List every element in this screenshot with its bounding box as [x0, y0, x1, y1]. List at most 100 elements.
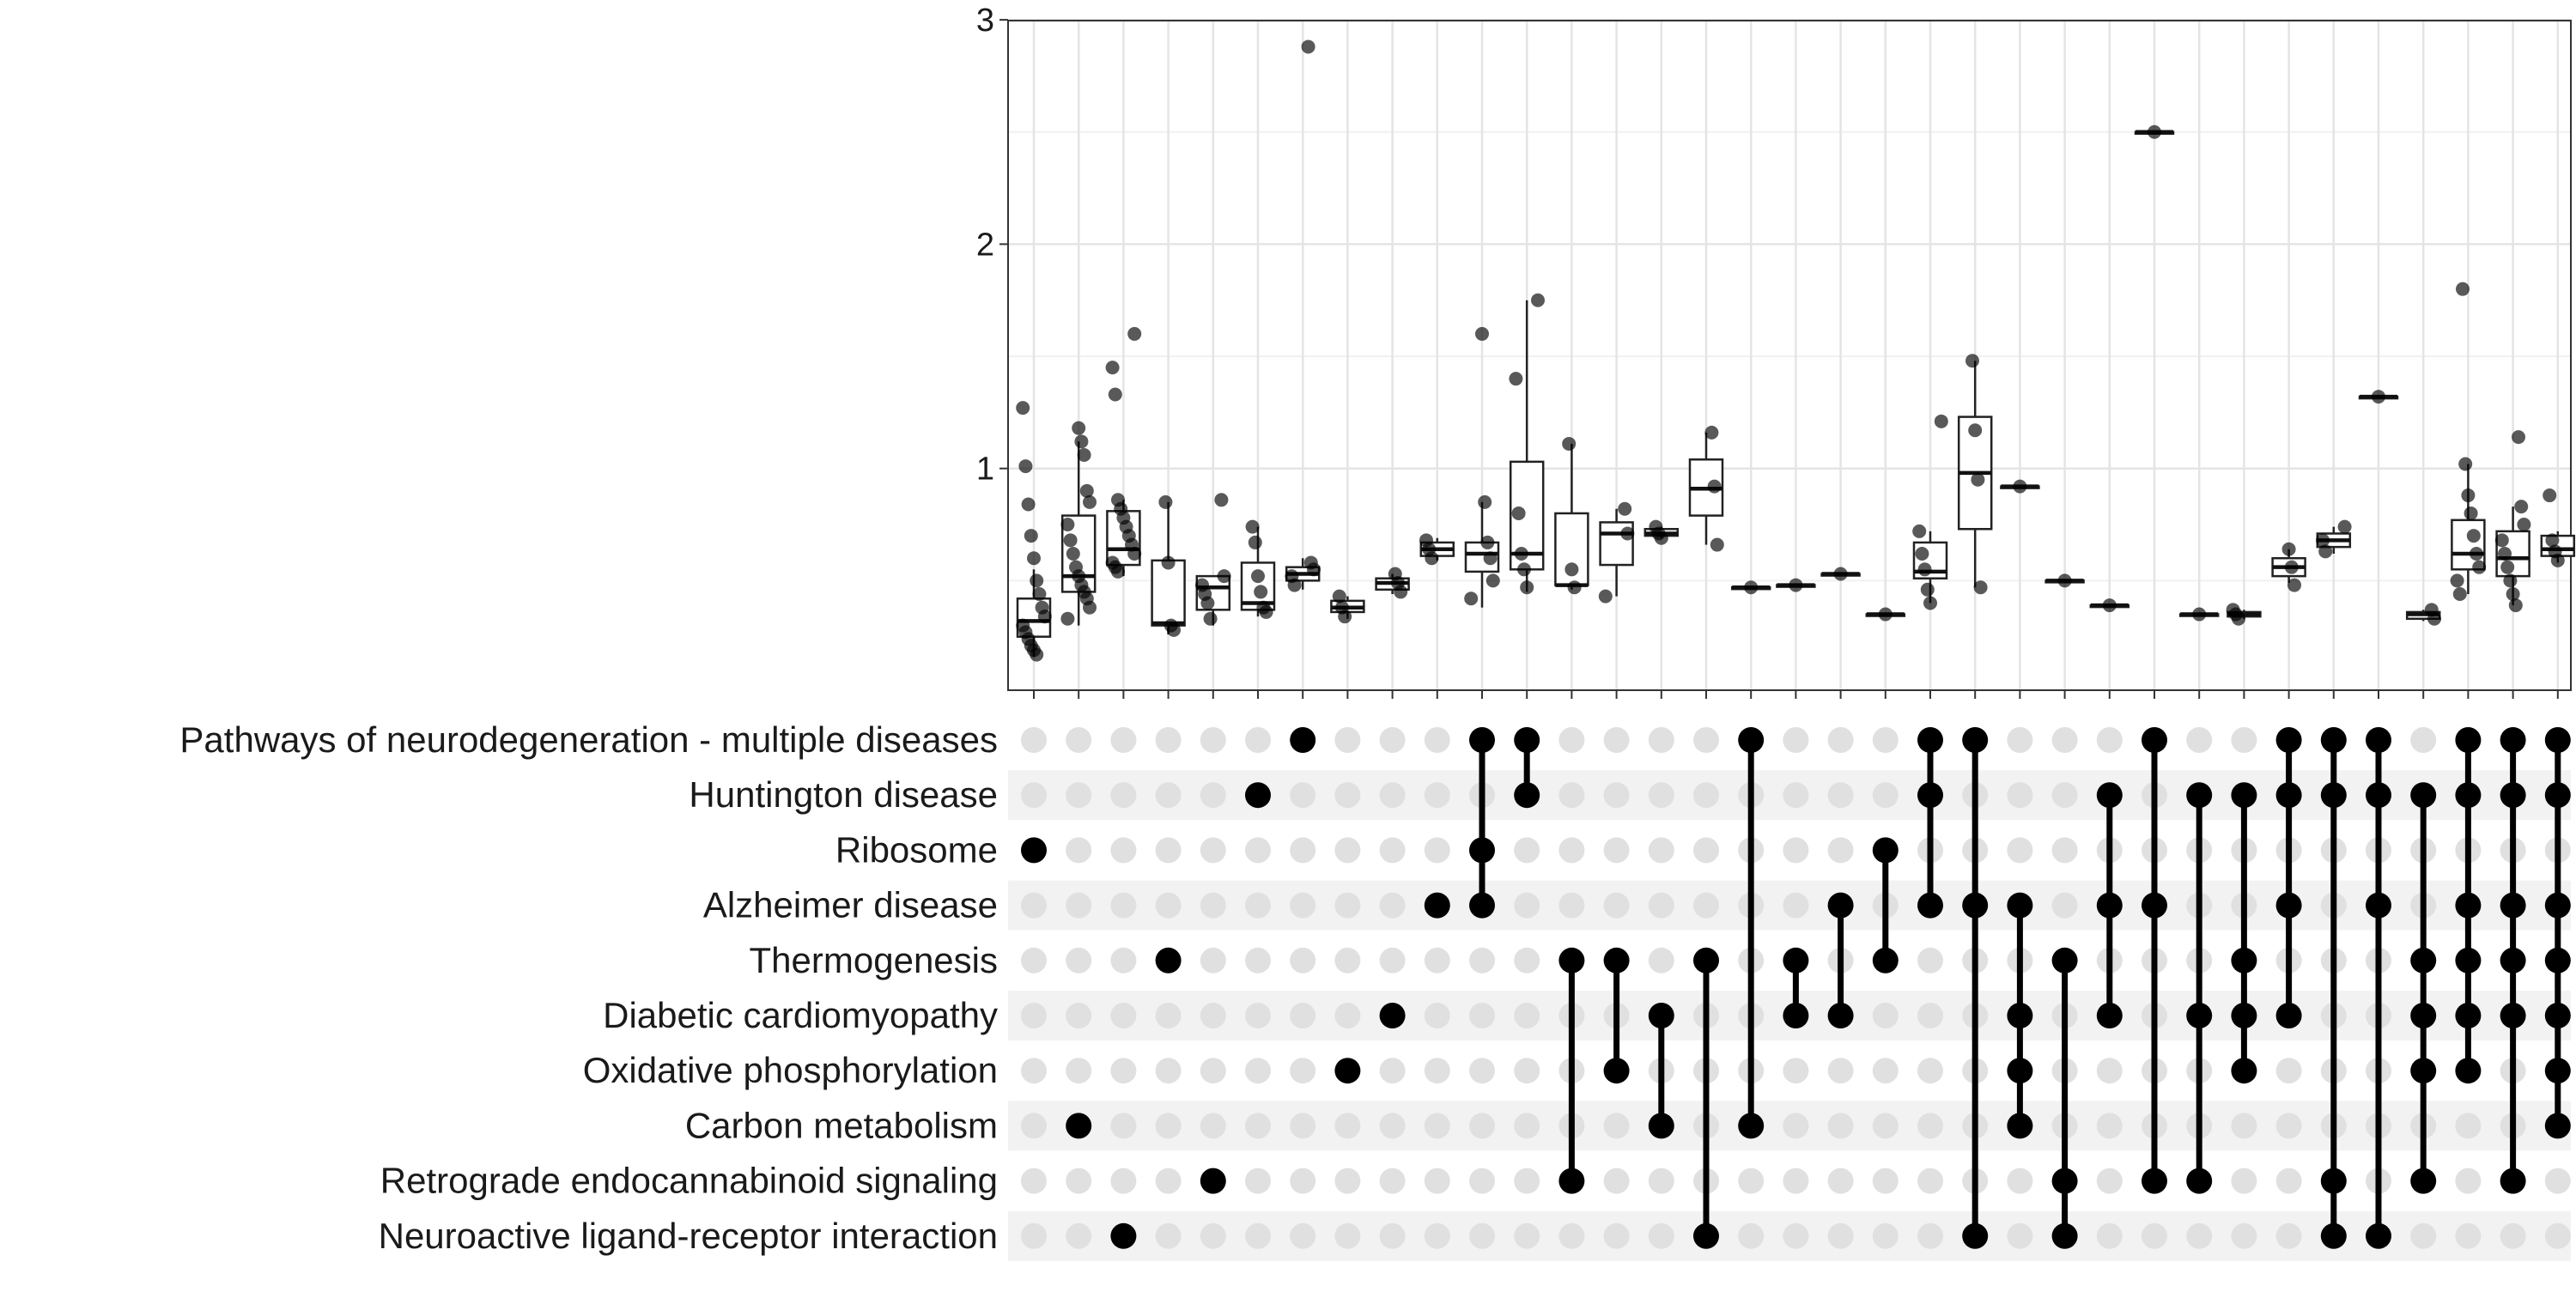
data-point [1248, 535, 1262, 549]
matrix-dot-inactive [1827, 1113, 1854, 1139]
data-point [1464, 591, 1479, 606]
data-point [1562, 436, 1577, 451]
matrix-dot-inactive [2231, 1113, 2257, 1139]
data-point [1167, 622, 1181, 637]
data-point [1338, 610, 1352, 624]
matrix-dot-active [1783, 1003, 1809, 1028]
matrix-dot-inactive [1066, 1168, 1092, 1194]
set-labels: Pathways of neurodegeneration - multiple… [179, 719, 998, 1256]
matrix-dot-active [2544, 892, 2571, 919]
intersection-matrix [1021, 727, 2571, 1249]
matrix-dot-inactive [2455, 1113, 2482, 1139]
data-point [1217, 569, 1231, 584]
matrix-dot-inactive [1155, 1113, 1182, 1139]
matrix-dot-inactive [1648, 782, 1674, 809]
matrix-dot-inactive [1290, 1168, 1316, 1194]
matrix-dot-active [2007, 892, 2033, 919]
matrix-dot-inactive [1155, 892, 1182, 919]
matrix-dot-active [2320, 782, 2347, 809]
data-point [2281, 542, 2296, 556]
matrix-dot-inactive [1558, 1222, 1585, 1249]
matrix-dot-active [2500, 782, 2526, 809]
matrix-dot-active [2544, 782, 2571, 809]
data-point [1127, 326, 1142, 341]
matrix-dot-active [1603, 947, 1630, 974]
matrix-dot-active [1648, 1113, 1674, 1139]
matrix-dot-inactive [1334, 1113, 1361, 1139]
data-point [2458, 457, 2473, 471]
matrix-dot-active [2007, 1058, 2033, 1084]
data-point [1878, 607, 1893, 622]
matrix-dot-active [2410, 1168, 2437, 1194]
matrix-dot-inactive [1603, 837, 1630, 864]
matrix-dot-active [2500, 727, 2526, 753]
matrix-dot-inactive [1783, 892, 1809, 919]
matrix-dot-active [2366, 1222, 2391, 1249]
matrix-dot-active [1872, 837, 1899, 864]
matrix-dot-inactive [1200, 1113, 1226, 1139]
matrix-dot-inactive [1648, 892, 1674, 919]
matrix-dot-inactive [1110, 727, 1137, 753]
matrix-dot-active [2096, 1003, 2123, 1028]
matrix-dot-inactive [1200, 892, 1226, 919]
matrix-dot-inactive [1245, 892, 1271, 919]
data-point [1037, 610, 1052, 624]
matrix-dot-inactive [2051, 837, 2078, 864]
matrix-dot-active [1872, 947, 1899, 974]
matrix-dot-inactive [1334, 727, 1361, 753]
matrix-dot-active [2455, 1058, 2482, 1084]
matrix-dot-inactive [1648, 947, 1674, 974]
matrix-dot-inactive [1245, 837, 1271, 864]
matrix-dot-active [2275, 892, 2302, 919]
matrix-dot-inactive [1155, 1003, 1182, 1028]
data-point [1105, 361, 1120, 375]
matrix-dot-inactive [2051, 782, 2078, 809]
data-point [2472, 560, 2487, 574]
matrix-dot-inactive [1872, 1113, 1899, 1139]
matrix-dot-inactive [1155, 727, 1182, 753]
matrix-dot-active [1514, 782, 1540, 809]
matrix-dot-inactive [1783, 1058, 1809, 1084]
matrix-dot-inactive [1066, 782, 1092, 809]
matrix-dot-inactive [1469, 1168, 1495, 1194]
matrix-dot-active [1200, 1168, 1226, 1194]
data-point [1654, 531, 1668, 545]
matrix-dot-active [2051, 1222, 2078, 1249]
matrix-dot-inactive [1245, 1222, 1271, 1249]
matrix-dot-inactive [1200, 727, 1226, 753]
matrix-dot-active [1917, 782, 1943, 809]
matrix-dot-inactive [1200, 782, 1226, 809]
matrix-dot-inactive [1558, 782, 1585, 809]
matrix-dot-active [1738, 1113, 1765, 1139]
matrix-dot-inactive [2231, 1168, 2257, 1194]
matrix-dot-inactive [1155, 1222, 1182, 1249]
matrix-dot-active [2320, 1222, 2347, 1249]
data-point [2503, 573, 2518, 588]
data-point [1072, 421, 1086, 435]
data-point [1531, 293, 1545, 307]
matrix-dot-active [2096, 892, 2123, 919]
matrix-dot-active [2366, 782, 2391, 809]
set-label: Ribosome [835, 829, 998, 870]
data-point [1425, 551, 1439, 566]
matrix-dot-inactive [2007, 1168, 2033, 1194]
matrix-dot-inactive [1693, 892, 1719, 919]
matrix-dot-inactive [2231, 727, 2257, 753]
matrix-dot-inactive [1290, 1113, 1316, 1139]
matrix-dot-inactive [2231, 1222, 2257, 1249]
data-point [2543, 488, 2557, 503]
data-point [1567, 580, 1582, 595]
matrix-dot-inactive [1379, 1113, 1406, 1139]
matrix-dot-inactive [1379, 837, 1406, 864]
matrix-dot-inactive [1827, 1222, 1854, 1249]
data-point [1060, 518, 1075, 532]
matrix-dot-active [2142, 892, 2167, 919]
matrix-dot-inactive [1603, 782, 1630, 809]
matrix-dot-inactive [1110, 837, 1137, 864]
set-label: Neuroactive ligand-receptor interaction [379, 1216, 998, 1256]
data-point [2102, 598, 2117, 613]
matrix-dot-inactive [1334, 1003, 1361, 1028]
matrix-dot-active [2455, 1003, 2482, 1028]
data-point [1030, 647, 1044, 662]
data-point [1161, 555, 1176, 570]
